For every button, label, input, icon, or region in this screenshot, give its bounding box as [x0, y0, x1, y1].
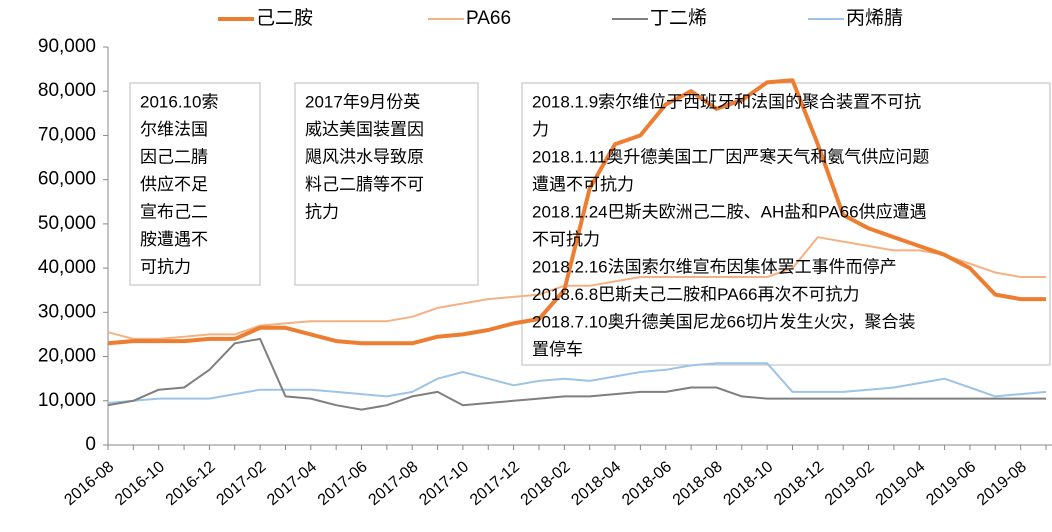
- x-tick-label: 2017-02: [213, 458, 269, 509]
- annotation-text: 飓风洪水导致原: [305, 147, 424, 166]
- annotation-text: 力: [532, 120, 549, 139]
- y-tick-label: 50,000: [38, 213, 96, 234]
- y-tick-label: 30,000: [38, 301, 96, 322]
- annotation-text: 因己二腈: [140, 147, 208, 166]
- annotation-text: 2018.7.10奥升德美国尼龙66切片发生火灾，聚合装: [532, 312, 916, 331]
- y-tick-label: 20,000: [38, 346, 96, 367]
- y-tick-label: 70,000: [38, 124, 96, 145]
- y-tick-label: 0: [85, 434, 96, 455]
- x-tick-label: 2018-10: [721, 458, 777, 509]
- annotation-text: 料己二腈等不可: [305, 175, 424, 194]
- annotation-text: 2016.10索: [140, 92, 218, 111]
- annotation-box: [521, 82, 1051, 366]
- annotation-box: [294, 82, 479, 286]
- y-tick-label: 40,000: [38, 257, 96, 278]
- x-tick-label: 2017-10: [416, 458, 472, 509]
- annotation-text: 威达美国装置因: [305, 120, 424, 139]
- y-tick-label: 80,000: [38, 80, 96, 101]
- series-line: [107, 337, 1046, 411]
- y-tick-label: 90,000: [38, 36, 96, 57]
- x-tick-label: 2016-10: [112, 458, 168, 509]
- annotation-text: 供应不足: [140, 175, 208, 194]
- x-tick-label: 2019-08: [974, 458, 1030, 509]
- x-tick-label: 2017-12: [467, 458, 523, 509]
- series-line: [107, 362, 1047, 404]
- x-tick-label: 2017-06: [315, 458, 371, 509]
- x-tick-label: 2019-06: [923, 458, 979, 509]
- legend-label: 丙烯腈: [846, 7, 903, 29]
- x-tick-label: 2018-04: [568, 458, 624, 509]
- x-tick-label: 2018-08: [670, 458, 726, 509]
- x-tick-label: 2018-06: [619, 458, 675, 509]
- annotation-text: 2018.2.16法国索尔维宣布因集体罢工事件而停产: [532, 257, 897, 276]
- x-tick-label: 2017-04: [264, 458, 320, 509]
- legend-label: 丁二烯: [650, 7, 707, 29]
- series-line: [107, 236, 1046, 340]
- annotation-box: [129, 82, 261, 286]
- x-tick-label: 2019-04: [873, 458, 929, 509]
- annotation-text: 可抗力: [140, 257, 191, 276]
- annotation-text: 宣布己二: [140, 202, 208, 221]
- x-tick-label: 2019-02: [822, 458, 878, 509]
- annotation-text: 尔维法国: [140, 120, 208, 139]
- y-tick-label: 60,000: [38, 169, 96, 190]
- annotation-text: 遭遇不可抗力: [532, 175, 634, 194]
- annotation-text: 胺遭遇不: [140, 230, 208, 249]
- legend-label: PA66: [466, 8, 511, 29]
- x-tick-label: 2017-08: [366, 458, 422, 509]
- annotation-text: 2018.1.11奥升德美国工厂因严寒天气和氨气供应问题: [532, 147, 929, 166]
- x-tick-label: 2018-12: [771, 458, 827, 509]
- annotation-text: 抗力: [305, 202, 339, 221]
- y-tick-label: 10,000: [38, 390, 96, 411]
- annotation-text: 2018.1.24巴斯夫欧洲己二胺、AH盐和PA66供应遭遇: [532, 202, 927, 221]
- annotation-text: 2017年9月份英: [305, 92, 420, 111]
- annotation-text: 2018.1.9索尔维位于西班牙和法国的聚合装置不可抗: [532, 92, 921, 111]
- legend-label: 己二胺: [256, 7, 313, 29]
- x-tick-label: 2016-12: [163, 458, 219, 509]
- annotation-text: 2018.6.8巴斯夫己二胺和PA66再次不可抗力: [532, 285, 860, 304]
- annotation-text: 置停车: [532, 340, 583, 359]
- series-line: [107, 78, 1046, 346]
- x-tick-label: 2016-08: [61, 458, 117, 509]
- annotation-text: 不可抗力: [532, 230, 600, 249]
- x-tick-label: 2018-02: [518, 458, 574, 509]
